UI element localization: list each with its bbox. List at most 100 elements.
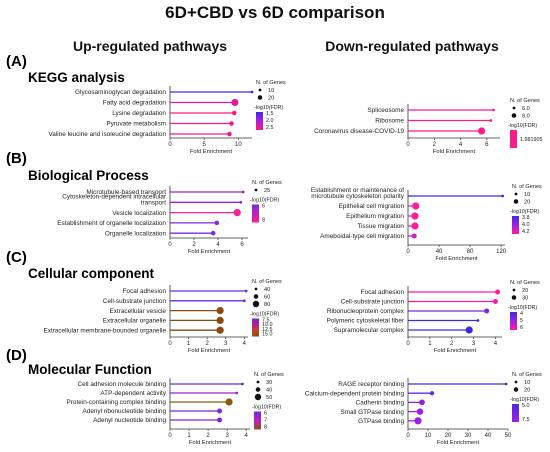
category-label: Extracellular organelle xyxy=(103,318,167,325)
x-tick-label: 1 xyxy=(428,341,432,347)
category-label: Ameboidal-type cell migration xyxy=(320,233,404,240)
category-label: Microtubule-based transport xyxy=(86,189,166,196)
size-legend-title: N. of Genes xyxy=(512,372,542,378)
x-tick-label: 50 xyxy=(505,433,512,439)
section-b-title: Biological Process xyxy=(28,168,149,183)
size-legend-value: 40 xyxy=(266,388,272,394)
chart-panel-d-down: RAGE receptor binding Calcium-dependent p… xyxy=(305,372,542,446)
x-tick-label: 6 xyxy=(485,142,489,148)
size-legend-dot xyxy=(253,294,259,299)
color-legend-title: -log10(FDR) xyxy=(508,123,537,129)
color-legend-title: -log10(FDR) xyxy=(250,312,279,318)
color-legend-label: 5.0 xyxy=(522,403,530,409)
size-legend-dot xyxy=(511,113,517,118)
x-tick-label: 2 xyxy=(192,242,196,248)
color-legend-label: 4.0 xyxy=(522,222,530,228)
color-legend-label: 4.2 xyxy=(522,229,530,235)
category-label: Coronavirus disease-COVID-19 xyxy=(314,128,404,135)
color-legend-label: 15.0 xyxy=(262,332,273,338)
x-tick-label: 3 xyxy=(225,433,229,439)
size-legend-title: N. of Genes xyxy=(256,80,286,86)
category-label: Vesicle localization xyxy=(112,210,166,217)
category-label: Tissue migration xyxy=(357,223,404,230)
x-tick-label: 0 xyxy=(168,242,172,248)
category-label: Ribonucleoprotein complex xyxy=(327,308,405,315)
category-label: Calcium-dependent protein binding xyxy=(305,390,405,397)
color-legend-bar xyxy=(252,318,259,337)
x-tick-label: 4 xyxy=(494,341,498,347)
size-legend-value: 10 xyxy=(524,380,530,386)
color-legend-title: -log10(FDR) xyxy=(510,397,539,403)
color-legend-label: 7.5 xyxy=(262,318,270,324)
section-c-title: Cellular component xyxy=(28,266,155,281)
size-legend-title: N. of Genes xyxy=(254,372,284,378)
category-label: Epithelial cell migration xyxy=(339,203,405,210)
color-legend-label: 2.0 xyxy=(266,118,274,124)
color-legend-title: -log10(FDR) xyxy=(254,105,283,111)
lollipop-point xyxy=(235,391,239,395)
color-legend-bar xyxy=(510,312,517,330)
lollipop-point xyxy=(465,326,473,334)
lollipop-point xyxy=(239,200,243,204)
lollipop-point xyxy=(233,209,241,217)
size-legend-dot xyxy=(258,88,262,92)
x-tick-label: 10 xyxy=(235,142,242,148)
size-legend-title: N. of Genes xyxy=(252,180,282,186)
category-label: Lysine degradation xyxy=(112,110,166,117)
size-legend-dot xyxy=(254,188,258,192)
category-label: Ribosome xyxy=(375,118,404,125)
chart-panel-b-up: Microtubule-based transportCytoskeleton-… xyxy=(57,180,282,255)
color-legend-label: 6 xyxy=(264,411,267,417)
x-tick-label: 40 xyxy=(485,433,492,439)
lollipop-point xyxy=(231,110,237,116)
category-label: Small GTPase binding xyxy=(340,409,404,416)
size-legend-title: N. of Genes xyxy=(512,184,542,190)
chart-panel-a-down: Spliceosome Ribosome Coronavirus disease-C… xyxy=(314,98,542,155)
x-tick-label: 3 xyxy=(472,341,476,347)
lollipop-point xyxy=(504,382,508,386)
x-tick-label: 0 xyxy=(406,341,410,347)
color-legend-label: 4 xyxy=(520,311,523,317)
color-legend-title: -log10(FDR) xyxy=(510,209,539,215)
lollipop-point xyxy=(244,289,248,293)
lollipop-point xyxy=(216,307,224,315)
size-legend-dot xyxy=(513,387,519,392)
category-label: RAGE receptor binding xyxy=(338,381,404,388)
x-tick-label: 0 xyxy=(168,142,172,148)
category-label: Focal adhesion xyxy=(361,289,405,296)
x-tick-label: 30 xyxy=(465,433,472,439)
lollipop-point xyxy=(495,289,501,295)
lollipop-point xyxy=(492,108,495,112)
lollipop-point xyxy=(216,316,224,324)
figure-title: 6D+CBD vs 6D comparison xyxy=(165,3,385,22)
size-legend-value: 50 xyxy=(266,395,272,401)
down-regulated-heading: Down-regulated pathways xyxy=(325,38,499,54)
lollipop-point xyxy=(489,119,493,122)
lollipop-point xyxy=(416,408,424,415)
section-d-label: (D) xyxy=(6,347,27,364)
x-tick-label: 1 xyxy=(187,341,191,347)
lollipop-point xyxy=(217,417,223,423)
lollipop-point xyxy=(241,190,245,194)
x-tick-label: 0 xyxy=(406,433,410,439)
x-tick-label: 2 xyxy=(205,341,209,347)
chart-panel-c-down: Focal adhesion Cell-substrate junction Rib… xyxy=(327,280,540,354)
color-legend-label: 5 xyxy=(520,318,523,324)
section-b-label: (B) xyxy=(6,150,27,167)
x-tick-label: 6 xyxy=(240,242,244,248)
color-legend-label: 10.0 xyxy=(262,322,273,328)
category-label: Adenyl ribonucleotide binding xyxy=(83,408,167,415)
category-label: Cell-substrate junction xyxy=(103,298,167,305)
category-label: Focal adhesion xyxy=(123,288,167,295)
x-tick-label: 20 xyxy=(445,433,452,439)
category-label: Extracellular vesicle xyxy=(110,308,167,315)
size-legend-dot xyxy=(514,192,518,196)
x-tick-label: 4 xyxy=(243,341,247,347)
section-a-title: KEGG analysis xyxy=(28,70,125,85)
color-legend-label: 8 xyxy=(262,218,265,224)
size-legend-dot xyxy=(514,380,518,384)
lollipop-point xyxy=(501,194,505,198)
x-tick-label: 5 xyxy=(202,142,206,148)
section-a-label: (A) xyxy=(6,53,27,70)
x-axis-title: Fold Enrichment xyxy=(188,249,231,255)
